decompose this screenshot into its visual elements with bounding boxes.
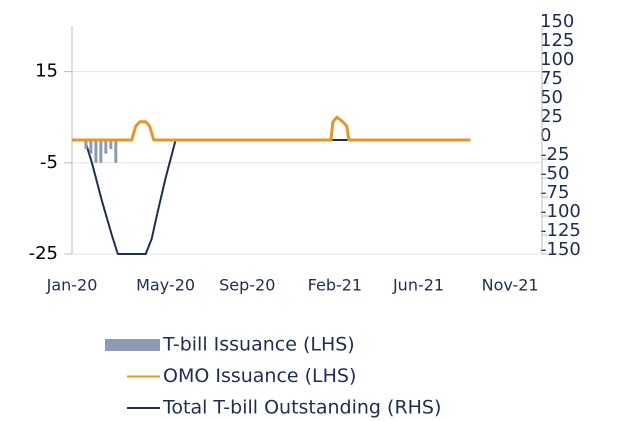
y2-tick-label: -25	[540, 144, 569, 165]
y2-tick-label: 0	[540, 125, 551, 146]
bar	[99, 140, 103, 163]
y-tick-label: 15	[35, 61, 58, 82]
legend-swatch	[105, 339, 160, 351]
y2-tick-label: 25	[540, 106, 563, 127]
y2-tick-label: -125	[540, 220, 581, 241]
y2-tick-label: 50	[540, 87, 563, 108]
legend-label: Total T-bill Outstanding (RHS)	[162, 397, 441, 419]
x-tick-label: Jun-21	[392, 276, 444, 295]
line	[72, 115, 471, 142]
y2-tick-label: -100	[540, 201, 581, 222]
bar	[89, 140, 93, 154]
x-tick-label: Feb-21	[308, 276, 362, 295]
legend-label: OMO Issuance (LHS)	[163, 365, 356, 387]
y2-tick-label: 100	[540, 49, 574, 70]
y2-tick-label: 125	[540, 30, 574, 51]
x-tick-label: Sep-20	[219, 276, 275, 295]
bar	[104, 140, 108, 154]
y2-tick-label: 150	[540, 11, 574, 32]
bar	[109, 140, 113, 150]
line	[72, 139, 471, 255]
bar	[94, 140, 98, 163]
x-tick-label: Jan-20	[46, 276, 98, 295]
x-tick-label: May-20	[136, 276, 195, 295]
bar	[84, 140, 88, 150]
y2-tick-label: -150	[540, 239, 581, 260]
y-tick-label: -25	[29, 243, 58, 264]
x-tick-label: Nov-21	[482, 276, 539, 295]
y-tick-label: -5	[40, 152, 58, 173]
y2-tick-label: -50	[540, 163, 569, 184]
legend-label: T-bill Issuance (LHS)	[162, 334, 355, 356]
y2-tick-label: -75	[540, 182, 569, 203]
bar	[114, 140, 118, 163]
y2-tick-label: 75	[540, 68, 563, 89]
